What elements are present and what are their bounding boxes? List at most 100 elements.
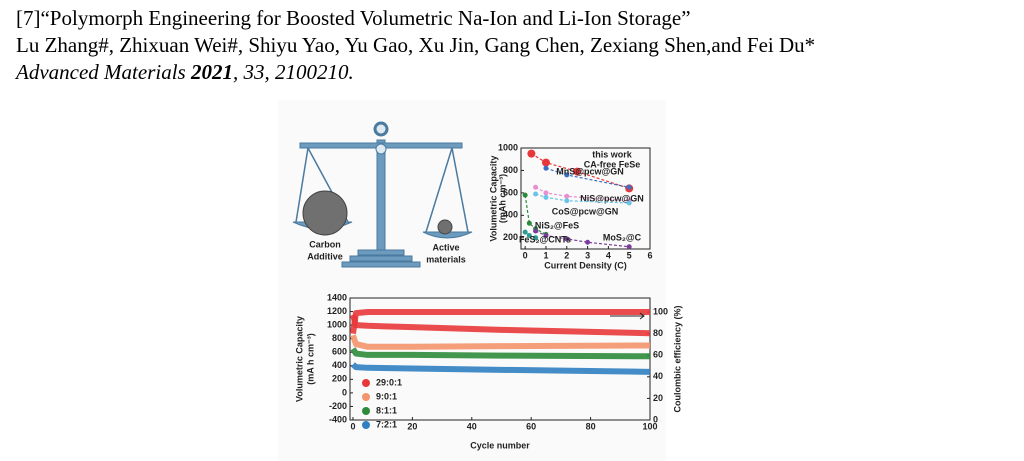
y2-axis-label: Coulombic efficiency (%) (672, 305, 682, 412)
data-point (533, 228, 539, 234)
x-tick-label: 2 (564, 250, 569, 260)
figure-bg (278, 100, 666, 461)
y-tick-label: -200 (329, 401, 347, 411)
legend-label: 29:0:1 (376, 377, 402, 387)
data-point (626, 200, 632, 206)
y2-tick-label: 60 (653, 350, 663, 360)
series-label: FeS₂@CNTs (519, 234, 571, 244)
y-tick-label: 200 (503, 232, 518, 242)
balance-label: Carbon (309, 239, 341, 249)
y-tick-label: 0 (342, 387, 347, 397)
y-tick-label: 1400 (327, 292, 347, 302)
plot-frame (349, 297, 651, 421)
data-point (564, 193, 570, 199)
data-point (626, 184, 632, 190)
x-tick-label: 3 (585, 250, 590, 260)
y-tick-label: 600 (332, 347, 347, 357)
data-point (522, 229, 528, 235)
y-tick-label: 400 (503, 210, 518, 220)
x-axis-label: Cycle number (470, 440, 530, 450)
legend-label: 9:0:1 (376, 391, 397, 401)
y-tick-label: -400 (329, 414, 347, 424)
y-axis-label: (mAh cm⁻³) (497, 174, 507, 223)
legend-swatch (362, 379, 370, 387)
x-tick-label: 0 (523, 250, 528, 260)
data-point (543, 194, 549, 200)
series-label: MoS₂@C (603, 232, 642, 242)
x-tick-label: 1 (543, 250, 548, 260)
volume-pages: , 33, 2100210. (232, 60, 354, 84)
series-line (535, 193, 630, 204)
y2-tick-label: 40 (653, 371, 663, 381)
data-point (543, 190, 549, 196)
x-tick-label: 60 (526, 421, 536, 431)
x-tick-label: 40 (467, 421, 477, 431)
y-axis-label: Volumetric Capacity (488, 156, 498, 242)
y-tick-label: 600 (503, 187, 518, 197)
data-point (526, 220, 532, 226)
data-point (564, 198, 570, 204)
plot-frame (520, 147, 651, 250)
series-label: NiS₂@FeS (535, 220, 579, 230)
y2-tick-label: 80 (653, 328, 663, 338)
x-tick-label: 5 (627, 250, 632, 260)
y-tick-label: 400 (332, 360, 347, 370)
data-point (543, 165, 549, 171)
series-label: NiS@pcw@GN (580, 193, 644, 203)
y-tick-label: 1000 (327, 319, 347, 329)
y-tick-label: 800 (332, 333, 347, 343)
legend-swatch (362, 421, 370, 429)
y-tick-label: 200 (332, 374, 347, 384)
y2-tick-label: 0 (653, 414, 658, 424)
ref-journal-line: Advanced Materials 2021, 33, 2100210. (16, 60, 354, 85)
data-point (541, 158, 550, 167)
balance-label: Additive (307, 251, 343, 261)
legend-label: 7:2:1 (376, 419, 397, 429)
journal: Advanced Materials (16, 60, 191, 84)
data-point (543, 233, 549, 239)
y2-tick-label: 20 (653, 393, 663, 403)
ref-authors: Lu Zhang#, Zhixuan Wei#, Shiyu Yao, Yu G… (16, 33, 816, 57)
series-label: this work (592, 149, 633, 159)
legend-swatch (362, 407, 370, 415)
y-axis-label: Volumetric Capacity (294, 316, 304, 402)
y-axis-label: (mA h cm⁻³) (305, 333, 315, 384)
data-point (585, 239, 591, 245)
x-tick-label: 4 (606, 250, 611, 260)
legend-swatch (362, 393, 370, 401)
ref-title: [7]“Polymorph Engineering for Boosted Vo… (16, 6, 691, 30)
data-point (527, 149, 536, 158)
y2-tick-label: 100 (653, 306, 668, 316)
year: 2021 (190, 60, 233, 84)
series-line (535, 186, 630, 202)
series-line (531, 153, 630, 189)
series-label: CA-free FeSe (584, 159, 641, 169)
data-point (526, 233, 532, 239)
ce-arrow (610, 312, 645, 320)
y-tick-label: 800 (503, 165, 518, 175)
series-line (350, 347, 651, 360)
legend-label: 8:1:1 (376, 405, 397, 415)
data-point (533, 235, 539, 241)
balance-drawing (292, 121, 473, 268)
x-tick-label: 20 (407, 421, 417, 431)
balance-label: materials (426, 254, 466, 264)
data-point (522, 192, 528, 198)
series-line (350, 309, 650, 335)
data-point (533, 184, 539, 190)
y-tick-label: 1200 (327, 306, 347, 316)
data-point (626, 244, 632, 250)
series-line (350, 362, 651, 375)
x-tick-label: 80 (586, 421, 596, 431)
x-axis-label: Current Density (C) (544, 260, 627, 270)
series-line (524, 195, 547, 235)
data-point (564, 172, 570, 178)
series-label: MnS@pcw@GN (556, 166, 624, 176)
data-point (573, 167, 582, 176)
data-point (533, 191, 539, 197)
x-tick-label: 6 (647, 250, 652, 260)
x-tick-label: 100 (642, 421, 657, 431)
x-tick-label: 0 (350, 421, 355, 431)
